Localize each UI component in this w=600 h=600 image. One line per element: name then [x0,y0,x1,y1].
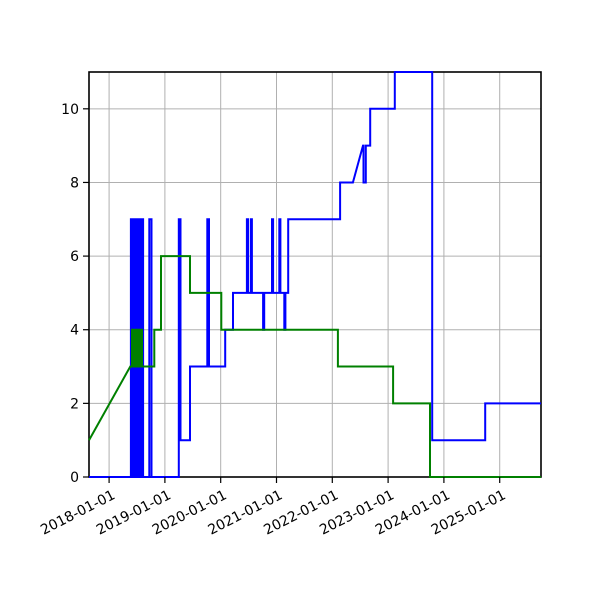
plot-border [88,71,542,478]
y-tick-label: 0 [70,470,79,486]
y-tick-label: 4 [70,323,79,339]
y-tick-label: 8 [70,175,79,191]
y-tick-label: 2 [70,396,79,412]
grid-layer [89,72,541,478]
green-series-line [88,255,541,478]
series-layer [88,71,541,478]
y-tick-label: 10 [61,102,79,118]
tick-layer [83,108,501,483]
blue-series-line [89,71,541,478]
y-tick-label: 6 [70,249,79,265]
plot-border [88,71,542,478]
